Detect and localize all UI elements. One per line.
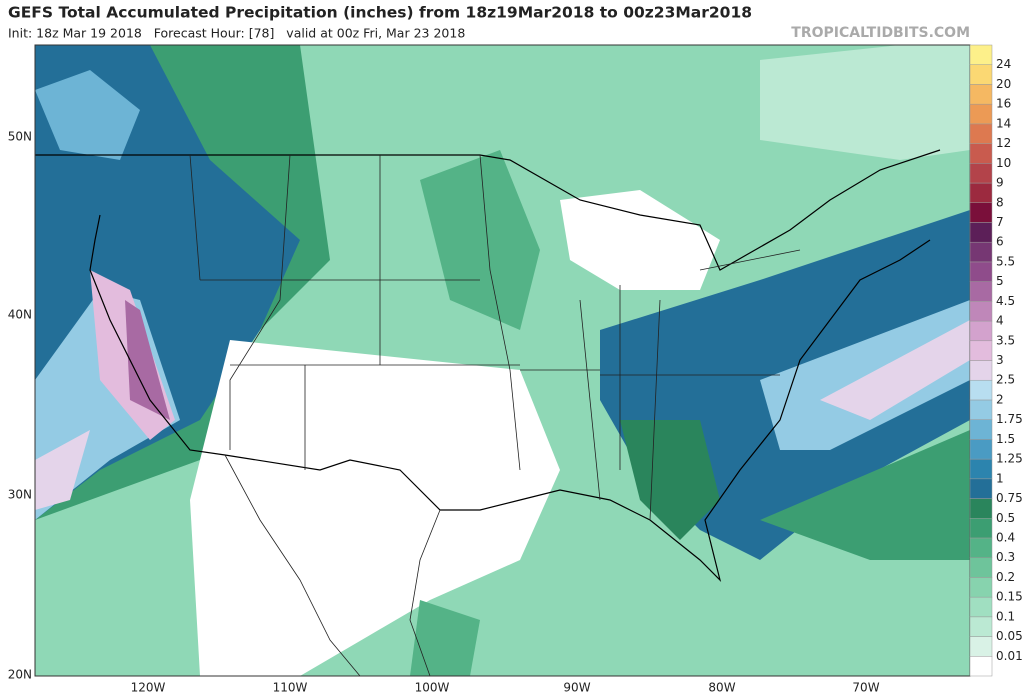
colorbar-label: 8 bbox=[996, 195, 1004, 209]
colorbar-box bbox=[969, 557, 993, 578]
colorbar-box bbox=[969, 616, 993, 637]
colorbar-box bbox=[969, 360, 993, 381]
latitude-label: 30N bbox=[8, 488, 32, 502]
colorbar-label: 0.05 bbox=[996, 629, 1023, 643]
colorbar-box bbox=[969, 577, 993, 598]
colorbar-box bbox=[969, 241, 993, 263]
colorbar-label: 6 bbox=[996, 235, 1004, 249]
colorbar-box bbox=[969, 222, 993, 243]
colorbar-label: 0.3 bbox=[996, 550, 1015, 564]
colorbar-label: 4 bbox=[996, 314, 1004, 328]
colorbar-box bbox=[969, 44, 993, 65]
colorbar-label: 24 bbox=[996, 57, 1011, 71]
colorbar-label: 0.5 bbox=[996, 511, 1015, 525]
colorbar-box bbox=[969, 64, 993, 85]
colorbar-label: 2.5 bbox=[996, 373, 1015, 387]
colorbar-box bbox=[969, 478, 993, 499]
colorbar-box bbox=[969, 163, 993, 184]
colorbar-box bbox=[969, 143, 993, 164]
colorbar-label: 0.2 bbox=[996, 570, 1015, 584]
colorbar-label: 0.4 bbox=[996, 530, 1015, 544]
longitude-label: 70W bbox=[852, 681, 879, 695]
colorbar-box bbox=[969, 537, 993, 558]
longitude-label: 110W bbox=[273, 681, 308, 695]
colorbar-label: 1 bbox=[996, 471, 1004, 485]
colorbar-label: 1.75 bbox=[996, 412, 1023, 426]
colorbar-box bbox=[969, 518, 993, 539]
colorbar-label: 3.5 bbox=[996, 333, 1015, 347]
colorbar-label: 2 bbox=[996, 392, 1004, 406]
colorbar-label: 0.75 bbox=[996, 491, 1023, 505]
colorbar-label: 1.25 bbox=[996, 452, 1023, 466]
colorbar-box bbox=[969, 379, 993, 401]
colorbar-box bbox=[969, 202, 993, 223]
colorbar-label: 0.15 bbox=[996, 590, 1023, 604]
precip-field bbox=[35, 45, 970, 676]
colorbar-label: 4.5 bbox=[996, 294, 1015, 308]
colorbar-box bbox=[969, 301, 993, 322]
latitude-label: 20N bbox=[8, 668, 32, 682]
colorbar-label: 0.01 bbox=[996, 649, 1023, 663]
colorbar-box bbox=[969, 261, 993, 282]
site-credit: TROPICALTIDBITS.COM bbox=[791, 25, 970, 41]
colorbar-label: 5 bbox=[996, 274, 1004, 288]
colorbar-box bbox=[969, 458, 993, 480]
colorbar-label: 10 bbox=[996, 156, 1011, 170]
colorbar-label: 16 bbox=[996, 97, 1011, 111]
colorbar-box bbox=[969, 439, 993, 460]
colorbar-label: 12 bbox=[996, 136, 1011, 150]
graticule-labels: 50N 40N 30N 20N 120W 110W 100W 90W 80W 70W bbox=[8, 130, 880, 695]
colorbar-label: 5.5 bbox=[996, 254, 1015, 268]
colorbar-label: 3 bbox=[996, 353, 1004, 367]
longitude-label: 100W bbox=[415, 681, 450, 695]
longitude-label: 80W bbox=[708, 681, 735, 695]
colorbar-box bbox=[969, 123, 993, 144]
colorbar-box bbox=[969, 182, 993, 203]
colorbar-label: 9 bbox=[996, 176, 1004, 190]
colorbar-box bbox=[969, 419, 993, 440]
colorbar-box bbox=[969, 656, 993, 677]
colorbar-box bbox=[969, 636, 993, 657]
colorbar-label: 14 bbox=[996, 116, 1011, 130]
colorbar-label: 7 bbox=[996, 215, 1004, 229]
colorbar-box bbox=[969, 498, 993, 519]
colorbar-box bbox=[969, 596, 993, 618]
colorbar-label: 0.1 bbox=[996, 609, 1015, 623]
longitude-label: 90W bbox=[563, 681, 590, 695]
longitude-label: 120W bbox=[131, 681, 166, 695]
title: GEFS Total Accumulated Precipitation (in… bbox=[8, 4, 752, 22]
colorbar-label: 1.5 bbox=[996, 432, 1015, 446]
colorbar-box bbox=[969, 84, 993, 105]
colorbar-box bbox=[969, 399, 993, 420]
colorbar-box bbox=[969, 103, 993, 125]
colorbar-box bbox=[969, 320, 993, 342]
latitude-label: 40N bbox=[8, 308, 32, 322]
colorbar-label: 20 bbox=[996, 77, 1011, 91]
colorbar-box bbox=[969, 281, 993, 302]
latitude-label: 50N bbox=[8, 130, 32, 144]
subtitle: Init: 18z Mar 19 2018 Forecast Hour: [78… bbox=[8, 26, 465, 41]
colorbar-box bbox=[969, 340, 993, 361]
colorbar: 0.01 0.05 0.1 0.15 0.2 0.3 0.4 0.5 0.75 1 1.25 1.5 1… bbox=[969, 44, 1023, 677]
